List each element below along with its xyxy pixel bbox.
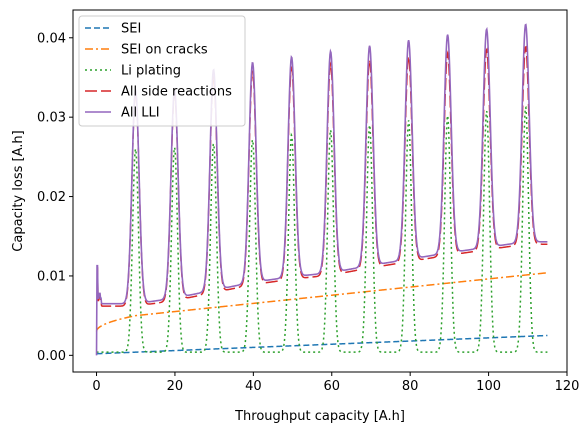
series-layer <box>95 23 548 356</box>
plot-frame <box>72 9 568 373</box>
legend-label: Li plating <box>121 64 181 79</box>
x-tick-label: 100 <box>476 379 501 394</box>
y-tick-label: 0.00 <box>37 349 66 364</box>
x-tick-label: 40 <box>245 379 262 394</box>
y-tick-label: 0.03 <box>37 111 66 126</box>
x-axis: 0 20 40 60 80 100 120 <box>92 372 579 394</box>
y-tick-label: 0.02 <box>37 190 66 205</box>
legend-label: All side reactions <box>121 85 232 100</box>
legend-label: SEI on cracks <box>121 43 208 58</box>
x-axis-label: Throughput capacity [A.h] <box>234 409 405 424</box>
series-line-sei-on-cracks <box>95 272 548 332</box>
x-tick-label: 80 <box>402 379 419 394</box>
legend-label: SEI <box>121 22 141 37</box>
x-tick-label: 0 <box>92 379 100 394</box>
x-tick-label: 60 <box>323 379 340 394</box>
x-tick-label: 20 <box>167 379 184 394</box>
series-line-all-lli <box>95 23 548 356</box>
legend-label: All LLI <box>121 106 160 121</box>
y-axis-label: Capacity loss [A.h] <box>11 130 26 251</box>
x-tick-label: 120 <box>555 379 580 394</box>
y-tick-label: 0.04 <box>37 31 66 46</box>
legend-box <box>78 15 246 127</box>
series-line-li-plating <box>96 105 548 353</box>
y-axis: 0.00 0.01 0.02 0.03 0.04 <box>37 31 73 364</box>
series-line-sei <box>96 334 548 355</box>
y-tick-label: 0.01 <box>37 269 66 284</box>
legend: SEI SEI on cracks Li plating All side react… <box>78 15 246 127</box>
